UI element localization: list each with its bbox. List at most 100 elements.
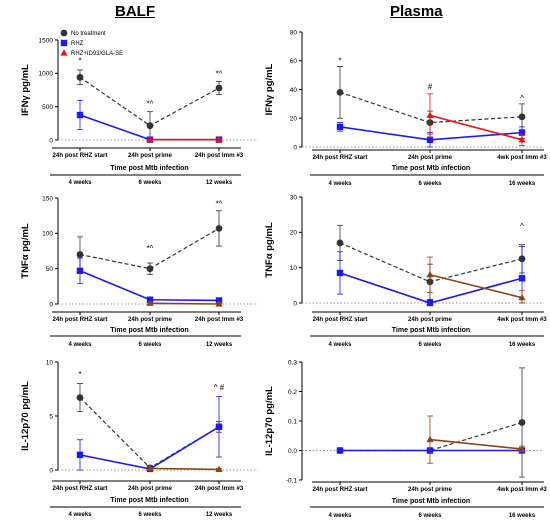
series-1 — [336, 447, 526, 454]
week-label: 12 weeks — [206, 512, 233, 518]
panel-2: 0 50 100 150 TNFα pg/mL 24h post RHZ start 24h… — [20, 195, 258, 348]
data-point — [215, 300, 223, 307]
y-tick-label: 0 — [293, 144, 297, 151]
week-label: 16 weeks — [509, 342, 536, 348]
y-tick-label: 40 — [290, 87, 298, 94]
y-tick-label: 5 — [49, 413, 53, 420]
x-axis-label: Time post Mtb infection — [110, 327, 188, 334]
x-tick-label: 24h post RHZ start — [52, 316, 107, 323]
x-tick-label: 24h post Imm #3 — [195, 152, 244, 159]
series-line — [429, 273, 523, 299]
week-label: 4 weeks — [68, 512, 92, 518]
x-tick-label: 24h post prime — [128, 152, 173, 159]
significance-mark: *^ — [147, 244, 154, 253]
x-tick-label: 24h post Imm #3 — [195, 316, 244, 323]
y-tick-label: 0.1 — [288, 418, 297, 425]
data-point — [215, 135, 223, 143]
series-2 — [426, 93, 526, 146]
series-1 — [336, 122, 526, 148]
x-tick-label: 4wk post Imm #3 — [497, 316, 547, 323]
data-point — [426, 270, 434, 278]
x-tick-label: 24h post prime — [128, 316, 173, 323]
series-line — [339, 272, 523, 304]
data-point — [76, 394, 84, 402]
series-line — [429, 438, 523, 450]
y-tick-label: 50 — [46, 266, 54, 273]
legend-label: No treatment — [71, 31, 106, 37]
legend-label: RHZ+ID93/GLA-SE — [71, 51, 123, 57]
y-tick-label: 1500 — [39, 37, 54, 44]
y-axis-label: IL-12p70 pg/mL — [264, 386, 275, 456]
y-tick-label: 60 — [290, 58, 298, 65]
x-axis-label: Time post Mtb infection — [110, 497, 188, 504]
y-tick-label: 80 — [290, 29, 298, 36]
x-tick-label: 24h post prime — [128, 485, 173, 492]
y-tick-label: 20 — [290, 116, 298, 123]
x-axis-label: Time post Mtb infection — [392, 327, 470, 334]
data-point — [336, 447, 344, 454]
significance-mark: *^ — [147, 100, 154, 109]
week-label: 4 weeks — [328, 181, 352, 187]
data-point — [518, 113, 526, 121]
y-axis-label: IFNγ pg/mL — [264, 63, 275, 115]
y-axis-label: TNFα pg/mL — [20, 223, 31, 279]
series-0 — [336, 224, 526, 300]
data-point — [336, 269, 344, 277]
week-label: 6 weeks — [418, 181, 442, 187]
x-tick-label: 24h post prime — [408, 316, 453, 323]
data-point — [76, 73, 84, 81]
y-tick-label: 0 — [49, 301, 53, 308]
legend: No treatment RHZ RHZ+ID93/GLA-SE — [60, 29, 123, 57]
y-tick-label: 20 — [290, 230, 298, 237]
data-point — [76, 267, 84, 274]
y-axis-label: IL-12p70 pg/mL — [20, 381, 31, 451]
week-label: 6 weeks — [138, 342, 162, 348]
y-tick-label: 10 — [46, 359, 54, 366]
data-point — [76, 251, 84, 258]
data-point — [76, 111, 84, 119]
series-line — [339, 91, 523, 124]
week-label: 4 weeks — [328, 513, 352, 519]
week-label: 4 weeks — [328, 342, 352, 348]
week-label: 6 weeks — [138, 512, 162, 518]
data-point — [146, 122, 154, 130]
y-tick-label: 0 — [49, 137, 53, 144]
week-label: 4 weeks — [68, 180, 92, 186]
legend-swatch — [60, 49, 68, 56]
series-line — [79, 227, 220, 270]
series-2 — [146, 135, 223, 143]
x-tick-label: 24h post prime — [408, 486, 453, 493]
y-tick-label: 30 — [290, 194, 298, 201]
significance-mark: * — [338, 57, 341, 66]
data-point — [215, 84, 223, 92]
balf-title: BALF — [115, 3, 155, 20]
week-label: 12 weeks — [206, 180, 233, 186]
data-point — [426, 111, 434, 118]
y-axis-label: IFNγ pg/mL — [20, 64, 31, 116]
x-tick-label: 24h post RHZ start — [52, 152, 107, 159]
panel-3: 0 10 20 30 TNFα pg/mL 24h post RHZ start 24h p… — [264, 194, 547, 348]
y-tick-label: 0.3 — [288, 359, 297, 366]
significance-mark: *^ — [216, 199, 223, 208]
plasma-title: Plasma — [390, 3, 443, 20]
series-line — [79, 397, 220, 469]
week-label: 6 weeks — [138, 180, 162, 186]
significance-mark: * — [78, 56, 81, 65]
data-point — [518, 445, 526, 452]
panel-4: 0 5 10 IL-12p70 pg/mL 24h post RHZ start 24h … — [20, 359, 258, 518]
significance-mark: ^ — [520, 94, 524, 103]
legend-swatch — [60, 39, 68, 47]
series-2 — [426, 415, 526, 464]
week-label: 12 weeks — [206, 342, 233, 348]
data-point — [215, 423, 223, 430]
y-tick-label: 1000 — [39, 71, 54, 78]
data-point — [336, 123, 344, 131]
data-point — [518, 136, 526, 143]
x-tick-label: 24h post RHZ start — [312, 154, 367, 161]
y-tick-label: 10 — [290, 265, 298, 272]
x-tick-label: 24h post RHZ start — [312, 316, 367, 323]
y-tick-label: 0.0 — [288, 448, 297, 455]
panel-1: 0 20 40 60 80 IFNγ pg/mL 24h post RHZ start 24h… — [264, 29, 547, 187]
series-line — [429, 114, 523, 141]
